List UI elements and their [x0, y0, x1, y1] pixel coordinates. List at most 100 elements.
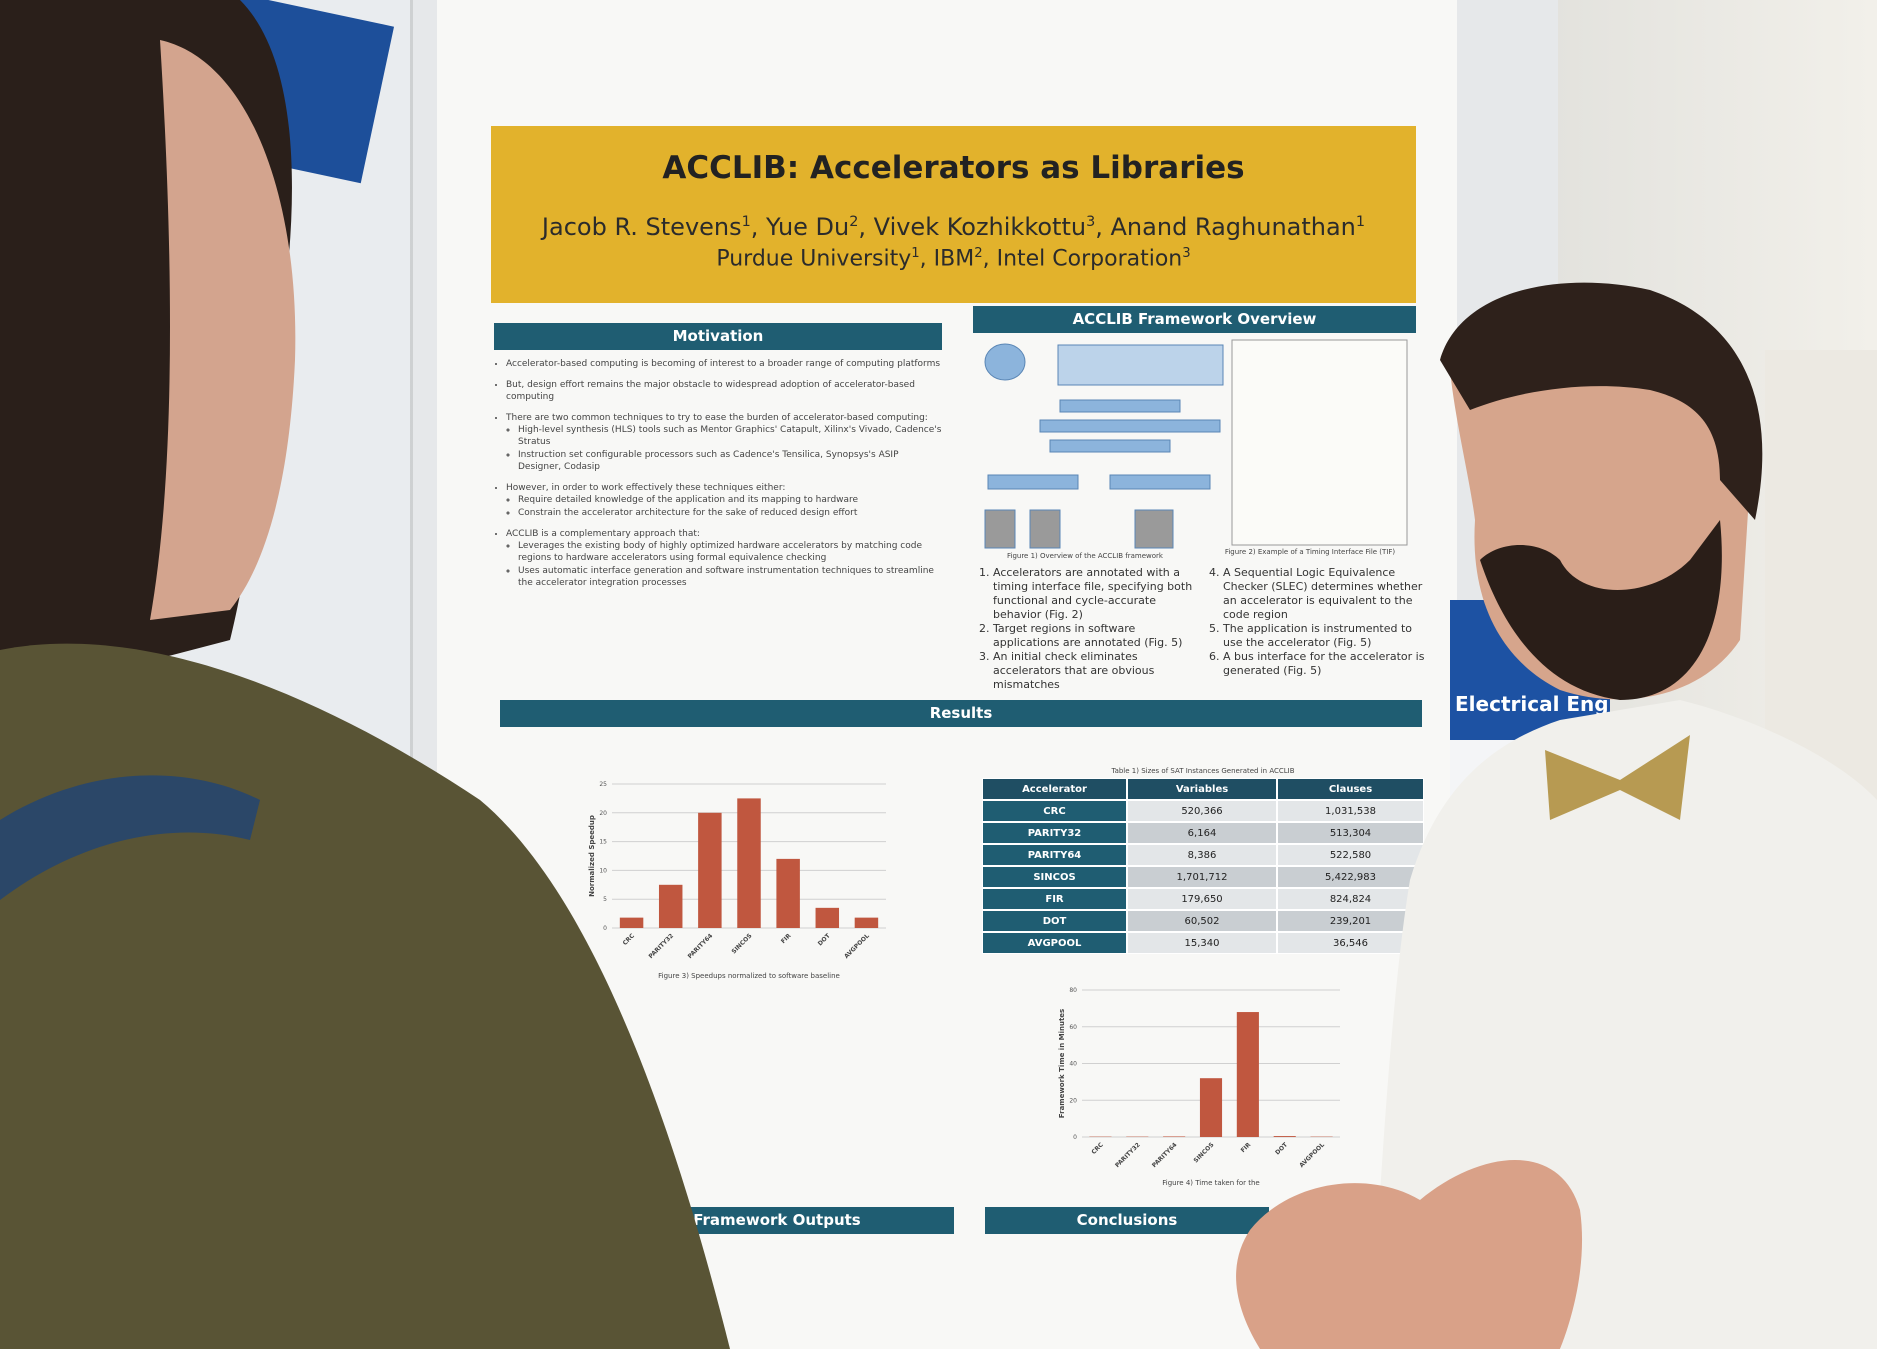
- name: IBM: [933, 246, 975, 272]
- table-cell: PARITY64: [982, 844, 1127, 866]
- person-face: [150, 40, 296, 620]
- man-hair: [1440, 282, 1763, 520]
- y-axis-label: Normalized Speedup: [588, 815, 596, 897]
- bar: [1236, 1012, 1259, 1137]
- step: The application is instrumented to use t…: [1223, 622, 1433, 650]
- side-poster-label: Electrical Eng: [1455, 692, 1609, 716]
- separator: ,: [750, 213, 767, 241]
- poster-title: ACCLIB: Accelerators as Libraries: [662, 150, 1245, 186]
- sub-bullet: Uses automatic interface generation and …: [518, 565, 942, 589]
- bullet-list: Accelerator-based computing is becoming …: [494, 358, 942, 589]
- table-cell: 1,031,538: [1277, 800, 1424, 822]
- table-cell: PARITY32: [982, 822, 1127, 844]
- table-cell: DOT: [982, 910, 1127, 932]
- bar: [1273, 1136, 1296, 1137]
- framework-diagram: [984, 339, 1408, 549]
- y-tick-label: 5: [603, 896, 607, 903]
- sub-list: Require detailed knowledge of the applic…: [506, 494, 942, 519]
- step: Target regions in software applications …: [993, 622, 1203, 650]
- sub-bullet: High-level synthesis (HLS) tools such as…: [518, 424, 942, 448]
- bar: [658, 884, 683, 928]
- name: Jacob R. Stevens: [541, 213, 742, 241]
- y-tick-label: 80: [1069, 987, 1077, 994]
- table-cell: CRC: [982, 800, 1127, 822]
- superscript: 1: [741, 214, 751, 230]
- title-banner: [491, 126, 1416, 303]
- y-tick-label: 0: [1073, 1134, 1077, 1141]
- table-cell: 520,366: [1127, 800, 1277, 822]
- motivation-text: Accelerator-based computing is becoming …: [494, 358, 942, 598]
- sub-bullet: Constrain the accelerator architecture f…: [518, 507, 942, 519]
- bullet: ACCLIB is a complementary approach that:…: [506, 528, 942, 589]
- bar: [854, 917, 879, 928]
- table-cell: 15,340: [1127, 932, 1277, 954]
- section-heading: Results: [500, 700, 1422, 727]
- section-heading: Conclusions: [985, 1207, 1269, 1234]
- bar: [1199, 1078, 1223, 1137]
- bar: [737, 798, 761, 928]
- superscript: 1: [1355, 214, 1366, 230]
- bar: [619, 917, 644, 928]
- table-header: Variables: [1127, 778, 1277, 800]
- bar: [1163, 1136, 1186, 1137]
- name: Anand Raghunathan: [1110, 213, 1356, 241]
- section-heading: Motivation: [494, 323, 942, 350]
- bullet: But, design effort remains the major obs…: [506, 379, 942, 403]
- step: A bus interface for the accelerator is g…: [1223, 650, 1433, 678]
- bullet-text: Accelerator-based computing is becoming …: [506, 359, 941, 369]
- step: An initial check eliminates accelerators…: [993, 650, 1203, 692]
- sat-table: Accelerator Variables Clauses CRC 520,366 1,0…: [982, 778, 1424, 954]
- superscript: 1: [911, 246, 920, 261]
- y-axis-label: Framework Time in Minutes: [1058, 1009, 1066, 1118]
- name: Yue Du: [766, 213, 850, 241]
- table-cell: 239,201: [1277, 910, 1424, 932]
- man-hands: [1236, 1160, 1583, 1349]
- name: Vivek Kozhikkottu: [873, 213, 1087, 241]
- figure-caption: Figure 1) Overview of the ACCLIB framewo…: [1006, 552, 1163, 560]
- table-cell: 179,650: [1127, 888, 1277, 910]
- separator: ,: [1095, 213, 1111, 241]
- table-cell: 1,701,712: [1127, 866, 1277, 888]
- y-tick-label: 25: [599, 781, 607, 788]
- section-heading: ACCLIB Framework Overview: [973, 306, 1416, 333]
- y-tick-label: 20: [1069, 1097, 1077, 1104]
- sub-list: High-level synthesis (HLS) tools such as…: [506, 424, 942, 473]
- superscript: 2: [974, 246, 983, 261]
- table-cell: 60,502: [1127, 910, 1277, 932]
- bullet: There are two common techniques to try t…: [506, 412, 942, 473]
- chart-caption: Figure 4) Time taken for the: [1162, 1179, 1260, 1187]
- bullet-text: However, in order to work effectively th…: [506, 483, 786, 493]
- superscript: 3: [1086, 214, 1096, 230]
- bullet-text: There are two common techniques to try t…: [506, 413, 928, 423]
- person-shirt: [0, 643, 730, 1349]
- bar: [776, 858, 800, 928]
- bowtie: [1545, 735, 1690, 820]
- sub-list: Leverages the existing body of highly op…: [506, 540, 942, 589]
- bullet: However, in order to work effectively th…: [506, 482, 942, 519]
- table-header: Clauses: [1277, 778, 1424, 800]
- bullet: Accelerator-based computing is becoming …: [506, 358, 942, 370]
- table-header: Accelerator: [982, 778, 1127, 800]
- table-cell: FIR: [982, 888, 1127, 910]
- table-cell: 5,422,983: [1277, 866, 1424, 888]
- step: A Sequential Logic Equivalence Checker (…: [1223, 566, 1433, 622]
- sub-bullet: Instruction set configurable processors …: [518, 449, 942, 473]
- chart-caption: Figure 3) Speedups normalized to softwar…: [658, 972, 840, 980]
- framework-steps: Accelerators are annotated with a timing…: [975, 566, 1433, 692]
- man-beard: [1480, 520, 1722, 700]
- table-cell: SINCOS: [982, 866, 1127, 888]
- y-tick-label: 20: [599, 810, 607, 817]
- table-cell: 8,386: [1127, 844, 1277, 866]
- sub-bullet: Leverages the existing body of highly op…: [518, 540, 942, 564]
- separator: ,: [982, 246, 997, 272]
- step: Accelerators are annotated with a timing…: [993, 566, 1203, 622]
- sub-bullet: Require detailed knowledge of the applic…: [518, 494, 942, 506]
- table-caption: Table 1) Sizes of SAT Instances Generate…: [1111, 767, 1295, 775]
- separator: ,: [858, 213, 874, 241]
- superscript: 3: [1182, 246, 1191, 261]
- y-tick-label: 10: [599, 867, 607, 874]
- bar: [815, 907, 840, 928]
